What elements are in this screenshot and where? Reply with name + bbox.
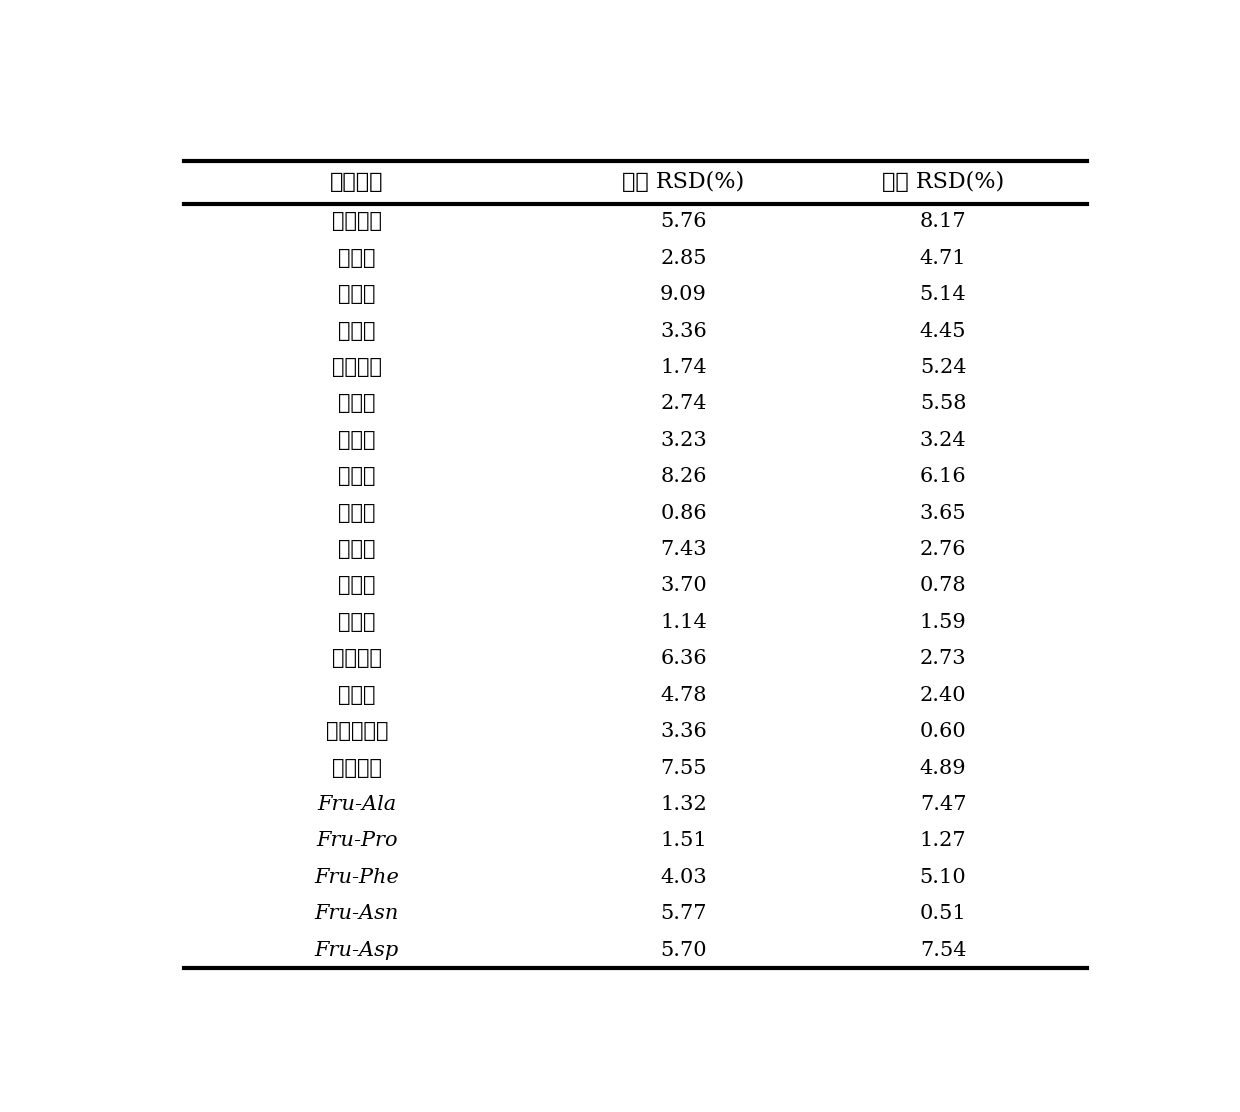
Text: 6.16: 6.16 [920, 467, 966, 486]
Text: 3.36: 3.36 [660, 321, 707, 340]
Text: 苏氨酸: 苏氨酸 [339, 430, 376, 450]
Text: 日间 RSD(%): 日间 RSD(%) [882, 171, 1004, 193]
Text: 2.73: 2.73 [920, 649, 966, 668]
Text: 5.24: 5.24 [920, 358, 966, 377]
Text: 5.70: 5.70 [660, 941, 707, 960]
Text: 2.85: 2.85 [661, 249, 707, 268]
Text: Fru-Phe: Fru-Phe [315, 867, 399, 886]
Text: 酪氨酸: 酪氨酸 [339, 467, 376, 486]
Text: 0.86: 0.86 [660, 504, 707, 523]
Text: 亮氨酸: 亮氨酸 [339, 321, 376, 340]
Text: 1.27: 1.27 [920, 832, 966, 851]
Text: 苯丙氨酸: 苯丙氨酸 [332, 649, 382, 668]
Text: 谷氨酸: 谷氨酸 [339, 613, 376, 632]
Text: 赖氨酸: 赖氨酸 [339, 686, 376, 705]
Text: 脯氨酸: 脯氨酸 [339, 504, 376, 523]
Text: 精氨酸: 精氨酸 [339, 540, 376, 559]
Text: 5.58: 5.58 [920, 395, 966, 414]
Text: 1.59: 1.59 [920, 613, 966, 632]
Text: 4.03: 4.03 [660, 867, 707, 886]
Text: 天门冬酰胺: 天门冬酰胺 [326, 722, 388, 741]
Text: 3.65: 3.65 [920, 504, 966, 523]
Text: 天冬氨酸: 天冬氨酸 [332, 212, 382, 231]
Text: 4.89: 4.89 [920, 758, 966, 777]
Text: 2.76: 2.76 [920, 540, 966, 559]
Text: 1.32: 1.32 [660, 795, 707, 814]
Text: 组氨酸: 组氨酸 [339, 576, 376, 595]
Text: 7.54: 7.54 [920, 941, 966, 960]
Text: 7.47: 7.47 [920, 795, 966, 814]
Text: 中文名称: 中文名称 [330, 171, 383, 193]
Text: Fru-Ala: Fru-Ala [317, 795, 397, 814]
Text: 0.78: 0.78 [920, 576, 966, 595]
Text: 1.51: 1.51 [660, 832, 707, 851]
Text: 9.09: 9.09 [660, 285, 707, 305]
Text: Fru-Pro: Fru-Pro [316, 832, 398, 851]
Text: 1.14: 1.14 [660, 613, 707, 632]
Text: 3.24: 3.24 [920, 430, 966, 450]
Text: 异亮氨酸: 异亮氨酸 [332, 358, 382, 377]
Text: 7.43: 7.43 [660, 540, 707, 559]
Text: 丙氨酸: 丙氨酸 [339, 249, 376, 268]
Text: 5.77: 5.77 [661, 904, 707, 923]
Text: 6.36: 6.36 [660, 649, 707, 668]
Text: 2.74: 2.74 [661, 395, 707, 414]
Text: 3.70: 3.70 [660, 576, 707, 595]
Text: 8.17: 8.17 [920, 212, 966, 231]
Text: 0.51: 0.51 [920, 904, 966, 923]
Text: 7.55: 7.55 [661, 758, 707, 777]
Text: 4.71: 4.71 [920, 249, 966, 268]
Text: 2.40: 2.40 [920, 686, 966, 705]
Text: 4.45: 4.45 [920, 321, 966, 340]
Text: Fru-Asp: Fru-Asp [315, 941, 399, 960]
Text: 5.76: 5.76 [661, 212, 707, 231]
Text: 4.78: 4.78 [661, 686, 707, 705]
Text: Fru-Asn: Fru-Asn [315, 904, 399, 923]
Text: 缬氨酸: 缬氨酸 [339, 285, 376, 305]
Text: 5.10: 5.10 [920, 867, 966, 886]
Text: 日内 RSD(%): 日内 RSD(%) [622, 171, 745, 193]
Text: 3.23: 3.23 [660, 430, 707, 450]
Text: 1.74: 1.74 [660, 358, 707, 377]
Text: 5.14: 5.14 [920, 285, 966, 305]
Text: 谷氨酰胺: 谷氨酰胺 [332, 758, 382, 777]
Text: 3.36: 3.36 [660, 722, 707, 741]
Text: 丝氨酸: 丝氨酸 [339, 395, 376, 414]
Text: 8.26: 8.26 [661, 467, 707, 486]
Text: 0.60: 0.60 [920, 722, 966, 741]
